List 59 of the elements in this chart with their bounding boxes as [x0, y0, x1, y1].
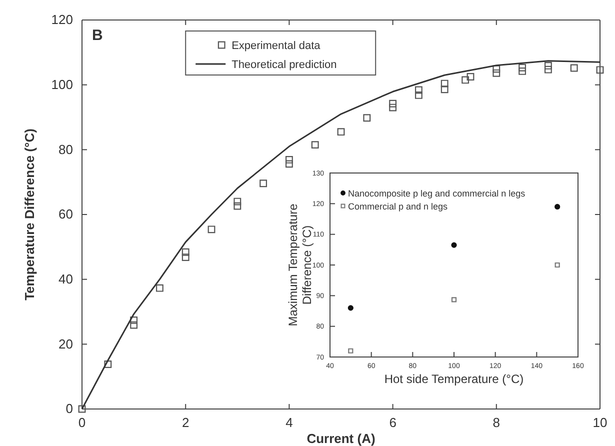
- x-axis-title: Hot side Temperature (°C): [384, 372, 524, 386]
- y-axis-title: Temperature Difference (°C): [22, 128, 37, 300]
- point: [492, 65, 500, 73]
- point: [544, 62, 552, 70]
- point: [130, 316, 138, 324]
- y-tick-label: 120: [51, 12, 73, 28]
- point: [208, 226, 216, 234]
- point: [348, 305, 354, 311]
- legend-label: Experimental data: [232, 40, 322, 52]
- point: [156, 284, 164, 292]
- point: [554, 262, 560, 268]
- x-tick-label: 4: [286, 415, 293, 430]
- point: [440, 86, 448, 94]
- point: [462, 76, 470, 84]
- point: [182, 254, 190, 262]
- point: [234, 198, 242, 206]
- point: [544, 66, 552, 74]
- y-tick-label: 20: [58, 336, 73, 352]
- y-tick-label: 100: [51, 76, 73, 92]
- legend-label: Theoretical prediction: [232, 59, 337, 71]
- point: [414, 86, 422, 94]
- y-tick-label: 0: [66, 401, 73, 416]
- point: [414, 91, 422, 99]
- point: [570, 64, 578, 72]
- x-tick-label: 8: [492, 415, 500, 430]
- point: [466, 73, 474, 80]
- x-tick-label: 0: [78, 415, 86, 430]
- x-tick-label: 6: [389, 415, 396, 430]
- legend-label: Commercial p and n legs: [348, 202, 448, 212]
- point: [104, 360, 112, 368]
- point: [492, 69, 500, 77]
- point: [518, 64, 526, 72]
- y-tick-label: 80: [58, 142, 73, 157]
- y-tick-label: 60: [58, 206, 73, 222]
- point: [389, 104, 397, 112]
- point: [260, 180, 268, 188]
- point: [518, 68, 526, 75]
- x-tick-label: 10: [592, 415, 608, 430]
- annotation: B: [92, 27, 103, 44]
- point: [348, 348, 354, 354]
- point: [182, 248, 190, 256]
- point: [337, 128, 345, 136]
- point: [285, 156, 293, 164]
- point: [285, 160, 293, 168]
- point: [451, 297, 457, 302]
- point: [234, 202, 242, 210]
- x-tick-label: 2: [182, 415, 190, 430]
- legend-label: Nanocomposite p leg and commercial n legs: [348, 188, 526, 198]
- point: [451, 242, 457, 248]
- x-axis-title: Current (A): [306, 431, 376, 446]
- point: [554, 204, 560, 210]
- y-tick-label: 40: [58, 271, 73, 286]
- point: [78, 405, 86, 413]
- point: [389, 100, 397, 108]
- point: [130, 321, 138, 329]
- point: [596, 66, 604, 74]
- point: [363, 114, 371, 122]
- point: [311, 141, 319, 149]
- point: [440, 80, 448, 88]
